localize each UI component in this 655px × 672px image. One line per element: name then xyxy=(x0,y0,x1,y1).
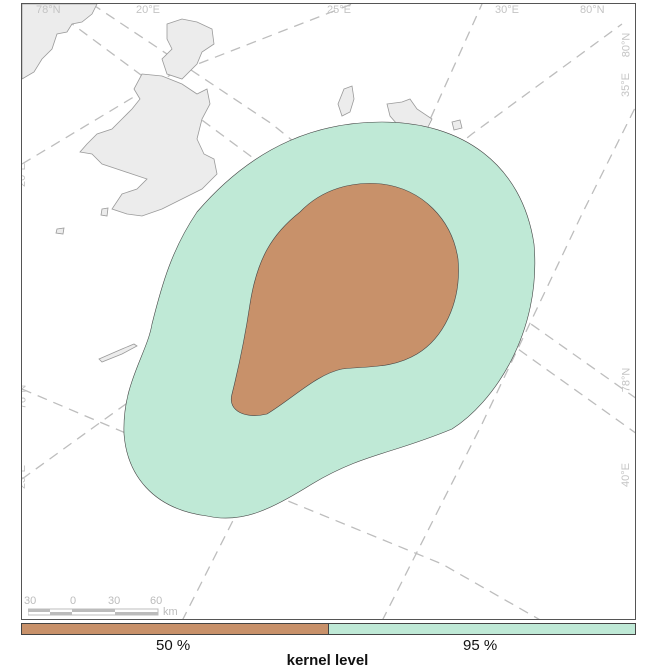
graticule-label-right: 80°N xyxy=(620,32,633,58)
graticule-line xyxy=(382,106,635,619)
graticule-label-top: 78°N xyxy=(36,4,61,16)
islet xyxy=(451,119,463,131)
graticule-label-right: 35°E xyxy=(619,73,632,97)
islet xyxy=(98,343,138,363)
landmass-small-island xyxy=(337,85,355,117)
graticule-label-left: 76°N xyxy=(21,384,29,410)
scale-tick-label: 60 xyxy=(150,595,163,607)
kernel-50-contour[interactable] xyxy=(230,183,459,416)
graticule-label-top: 80°N xyxy=(580,4,605,16)
map-canvas xyxy=(22,4,635,619)
legend-color-bar xyxy=(21,623,636,635)
scale-unit: km xyxy=(163,606,178,618)
islet xyxy=(55,227,65,235)
landmass-northwest xyxy=(22,4,98,80)
graticule-label-top: 30°E xyxy=(495,4,519,16)
graticule-label-right: 78°N xyxy=(620,367,633,393)
map-panel[interactable]: 78°N 20°E 25°E 30°E 80°N 20°E 76°N 25°E … xyxy=(21,3,636,620)
legend-swatch-50 xyxy=(22,624,329,634)
landmass-north xyxy=(161,18,215,80)
legend-label-50: 50 % xyxy=(156,637,191,654)
landmass-main-island xyxy=(79,73,218,217)
legend-swatch-95 xyxy=(329,624,635,634)
legend-title: kernel level xyxy=(286,652,369,669)
scale-bar-graphic xyxy=(28,608,159,616)
graticule-label-top: 25°E xyxy=(327,4,351,16)
legend-label-95: 95 % xyxy=(463,637,498,654)
scale-tick-label: 30 xyxy=(108,595,121,607)
scale-tick-label: 0 xyxy=(70,595,77,607)
graticule-label-right: 40°E xyxy=(619,463,632,487)
scale-tick-label: 30 xyxy=(24,595,37,607)
graticule-label-left: 20°E xyxy=(21,163,28,187)
graticule-line xyxy=(22,388,540,619)
islet xyxy=(100,207,109,217)
graticule-label-left: 25°E xyxy=(21,465,28,489)
graticule-label-top: 20°E xyxy=(136,4,160,16)
